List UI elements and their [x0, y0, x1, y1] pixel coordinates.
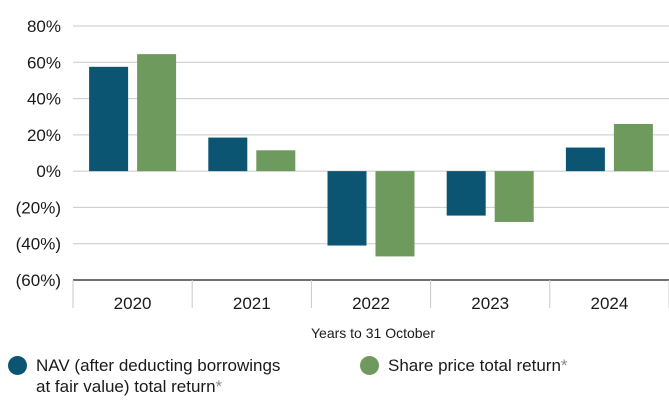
share-price-bar-2022 — [375, 171, 415, 257]
nav-bar-2023 — [446, 171, 486, 216]
share-price-bar-2024 — [613, 123, 653, 172]
y-tick-label: 60% — [27, 53, 61, 72]
share-price-bar-2020 — [137, 54, 177, 172]
legend-nav-line1: NAV (after deducting borrowings — [36, 356, 281, 375]
share-price-swatch — [360, 356, 379, 375]
y-tick-label: 80% — [27, 17, 61, 36]
y-axis-tick-labels: 80% 60% 40% 20% 0% (20%) (40%) (60%) — [16, 17, 61, 290]
x-tick-label: 2024 — [590, 294, 628, 313]
x-tick-label: 2023 — [471, 294, 509, 313]
y-tick-label: 0% — [36, 162, 61, 181]
share-price-bar-2021 — [256, 150, 296, 172]
legend-item-nav: NAV (after deducting borrowings at fair … — [8, 356, 348, 400]
y-tick-label: 20% — [27, 126, 61, 145]
bar-chart: 80%60%40%20%0%(20%)(40%)(60%) 2020 2021 20… — [16, 17, 669, 341]
y-tick-label: (40%) — [16, 235, 61, 254]
nav-bar-2024 — [565, 147, 605, 172]
nav-bar-2021 — [208, 137, 248, 172]
legend-share-text: Share price total return — [388, 356, 561, 375]
y-tick-label: (20%) — [16, 198, 61, 217]
legend-nav-asterisk: * — [215, 377, 223, 396]
nav-swatch — [8, 356, 27, 375]
x-axis-tick-labels: 2020 2021 2022 2023 2024 — [114, 294, 629, 313]
nav-bar-2022 — [327, 171, 367, 246]
legend-share-asterisk: * — [560, 356, 568, 375]
legend-item-share-price: Share price total return* — [360, 356, 660, 380]
x-tick-label: 2022 — [352, 294, 390, 313]
bars — [89, 54, 653, 257]
y-tick-label: (60%) — [16, 271, 61, 290]
x-axis-title: Years to 31 October — [311, 325, 435, 341]
legend-label-nav: NAV (after deducting borrowings at fair … — [36, 355, 280, 397]
y-tick-label: 40% — [27, 90, 61, 109]
legend-nav-line2: at fair value) total return — [36, 377, 216, 396]
x-tick-label: 2020 — [114, 294, 152, 313]
x-axis — [72, 279, 669, 308]
legend-label-share-price: Share price total return* — [388, 355, 568, 376]
nav-bar-2020 — [89, 66, 129, 172]
x-tick-label: 2021 — [233, 294, 271, 313]
share-price-bar-2023 — [494, 171, 534, 222]
